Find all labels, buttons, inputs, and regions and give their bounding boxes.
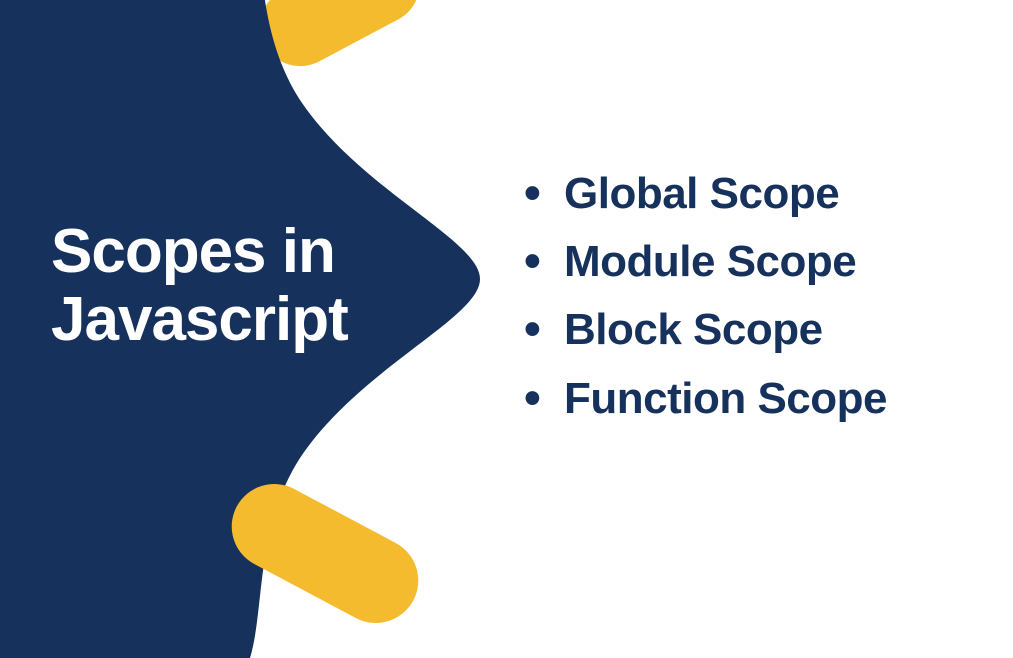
list-item: Function Scope xyxy=(520,365,887,433)
main-title: Scopes in Javascript xyxy=(51,218,348,354)
title-line-2: Javascript xyxy=(51,286,348,354)
infographic-canvas: Scopes in Javascript Global Scope Module… xyxy=(0,0,1013,558)
list-item: Global Scope xyxy=(520,160,887,228)
title-line-1: Scopes in xyxy=(51,218,348,286)
list-item: Module Scope xyxy=(520,228,887,296)
scope-list: Global Scope Module Scope Block Scope Fu… xyxy=(520,160,887,433)
list-item: Block Scope xyxy=(520,296,887,364)
